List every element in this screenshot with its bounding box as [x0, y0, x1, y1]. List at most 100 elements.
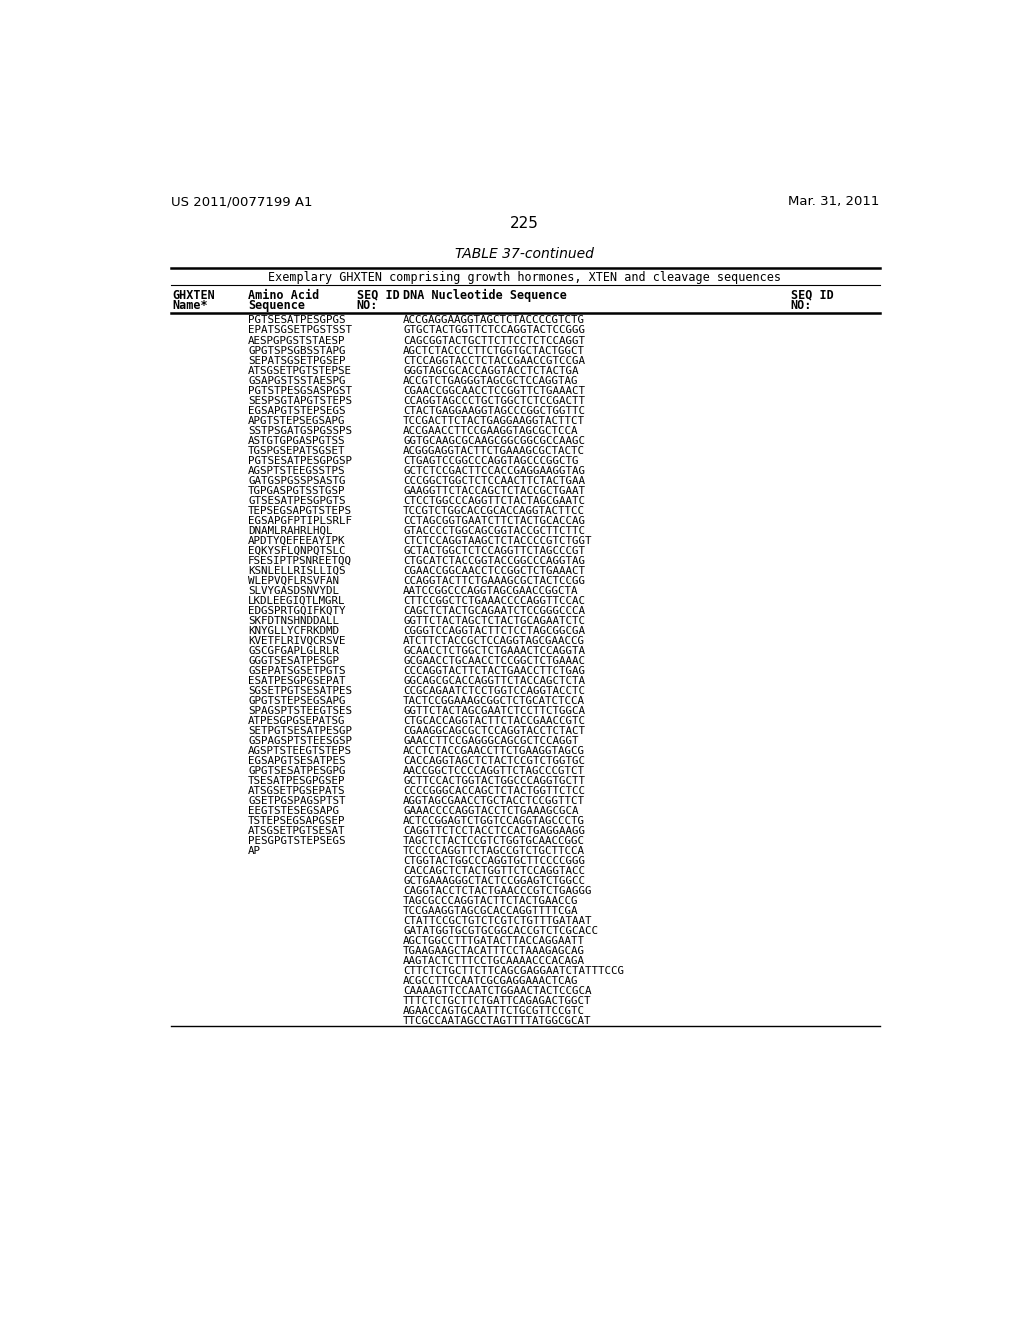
Text: ESATPESGPGSEPAT: ESATPESGPGSEPAT [248, 676, 346, 686]
Text: TEPSEGSAPGTSTEPS: TEPSEGSAPGTSTEPS [248, 506, 352, 516]
Text: CCGCAGAATCTCCTGGTCCAGGTACCTC: CCGCAGAATCTCCTGGTCCAGGTACCTC [403, 686, 585, 696]
Text: TACTCCGGAAAGCGGCTCTGCATCTCCA: TACTCCGGAAAGCGGCTCTGCATCTCCA [403, 696, 585, 706]
Text: AAGTACTCTTTCCTGCAAAACCCACAGA: AAGTACTCTTTCCTGCAAAACCCACAGA [403, 956, 585, 966]
Text: ATPESGPGSEPATSG: ATPESGPGSEPATSG [248, 715, 346, 726]
Text: ATSGSETPGTSTEPSE: ATSGSETPGTSTEPSE [248, 366, 352, 375]
Text: DNAMLRAHRLHQL: DNAMLRAHRLHQL [248, 525, 333, 536]
Text: PESGPGTSTEPSEGS: PESGPGTSTEPSEGS [248, 836, 346, 846]
Text: ACGCCTTCCAATCGCGAGGAAACTCAG: ACGCCTTCCAATCGCGAGGAAACTCAG [403, 977, 579, 986]
Text: GPGTSPSGBSSTAPG: GPGTSPSGBSSTAPG [248, 346, 346, 355]
Text: SEPATSGSETPGSEP: SEPATSGSETPGSEP [248, 355, 346, 366]
Text: KVETFLRIVQCRSVE: KVETFLRIVQCRSVE [248, 636, 346, 645]
Text: Amino Acid: Amino Acid [248, 289, 319, 301]
Text: ACCTCTACCGAACCTTCTGAAGGTAGCG: ACCTCTACCGAACCTTCTGAAGGTAGCG [403, 746, 585, 756]
Text: KNYGLLYCFRKDMD: KNYGLLYCFRKDMD [248, 626, 339, 636]
Text: TABLE 37-continued: TABLE 37-continued [456, 247, 594, 261]
Text: EDGSPRTGQIFKQTY: EDGSPRTGQIFKQTY [248, 606, 346, 615]
Text: CTACTGAGGAAGGTAGCCCGGCTGGTTC: CTACTGAGGAAGGTAGCCCGGCTGGTTC [403, 405, 585, 416]
Text: CTGCATCTACCGGTACCGGCCCAGGTAG: CTGCATCTACCGGTACCGGCCCAGGTAG [403, 556, 585, 566]
Text: GSEPATSGSETPGTS: GSEPATSGSETPGTS [248, 665, 346, 676]
Text: LKDLEEGIQTLMGRL: LKDLEEGIQTLMGRL [248, 595, 346, 606]
Text: CTCCAGGTACCTCTACCGAACCGTCCGA: CTCCAGGTACCTCTACCGAACCGTCCGA [403, 355, 585, 366]
Text: GPGTSESATPESGPG: GPGTSESATPESGPG [248, 766, 346, 776]
Text: GGTGCAAGCGCAAGCGGCGGCGCCAAGC: GGTGCAAGCGCAAGCGGCGGCGCCAAGC [403, 436, 585, 446]
Text: GSETPGSPAGSPTST: GSETPGSPAGSPTST [248, 796, 346, 807]
Text: GAACCTTCCGAGGGCAGCGCTCCAGGT: GAACCTTCCGAGGGCAGCGCTCCAGGT [403, 737, 579, 746]
Text: NO:: NO: [356, 300, 378, 313]
Text: NO:: NO: [791, 300, 812, 313]
Text: GATATGGTGCGTGCGGCACCGTCTCGCACC: GATATGGTGCGTGCGGCACCGTCTCGCACC [403, 927, 598, 936]
Text: GAAGGTTCTACCAGCTCTACCGCTGAAT: GAAGGTTCTACCAGCTCTACCGCTGAAT [403, 486, 585, 495]
Text: GPGTSTEPSEGSAPG: GPGTSTEPSEGSAPG [248, 696, 346, 706]
Text: SGSETPGTSESATPES: SGSETPGTSESATPES [248, 686, 352, 696]
Text: AGSPTSTEEGTSTEPS: AGSPTSTEEGTSTEPS [248, 746, 352, 756]
Text: CACCAGCTCTACTGGTTCTCCAGGTACC: CACCAGCTCTACTGGTTCTCCAGGTACC [403, 866, 585, 876]
Text: SEQ ID: SEQ ID [791, 289, 834, 301]
Text: KSNLELLRISLLIQS: KSNLELLRISLLIQS [248, 566, 346, 576]
Text: ACCGAGGAAGGTAGCTCTACCCCGTCTG: ACCGAGGAAGGTAGCTCTACCCCGTCTG [403, 315, 585, 326]
Text: EQKYSFLQNPQTSLC: EQKYSFLQNPQTSLC [248, 545, 346, 556]
Text: CGGGTCCAGGTACTTCTCCTAGCGGCGA: CGGGTCCAGGTACTTCTCCTAGCGGCGA [403, 626, 585, 636]
Text: AP: AP [248, 846, 261, 855]
Text: AGSPTSTEEGSSTPS: AGSPTSTEEGSSTPS [248, 466, 346, 475]
Text: AATCCGGCCCAGGTAGCGAACCGGCTA: AATCCGGCCCAGGTAGCGAACCGGCTA [403, 586, 579, 595]
Text: ASTGTGPGASPGTSS: ASTGTGPGASPGTSS [248, 436, 346, 446]
Text: GTACCCCTGGCAGCGGTACCGCTTCTTC: GTACCCCTGGCAGCGGTACCGCTTCTTC [403, 525, 585, 536]
Text: TTCGCCAATAGCCTAGTTTTATGGCGCAT: TTCGCCAATAGCCTAGTTTTATGGCGCAT [403, 1016, 592, 1026]
Text: CTTCCGGCTCTGAAACCCCAGGTTCCAC: CTTCCGGCTCTGAAACCCCAGGTTCCAC [403, 595, 585, 606]
Text: CTGAGTCCGGCCCAGGTAGCCCGGCTG: CTGAGTCCGGCCCAGGTAGCCCGGCTG [403, 455, 579, 466]
Text: AGAACCAGTGCAATTTCTGCGTTCCGTC: AGAACCAGTGCAATTTCTGCGTTCCGTC [403, 1006, 585, 1016]
Text: GCTTCCACTGGTACTGGCCCAGGTGCTT: GCTTCCACTGGTACTGGCCCAGGTGCTT [403, 776, 585, 785]
Text: CAAAAGTTCCAATCTGGAACTACTCCGCA: CAAAAGTTCCAATCTGGAACTACTCCGCA [403, 986, 592, 997]
Text: AGCTCTACCCCTTCTGGTGCTACTGGCT: AGCTCTACCCCTTCTGGTGCTACTGGCT [403, 346, 585, 355]
Text: CGAACCGGCAACCTCCGGCTCTGAAACT: CGAACCGGCAACCTCCGGCTCTGAAACT [403, 566, 585, 576]
Text: GSPAGSPTSTEESGSP: GSPAGSPTSTEESGSP [248, 737, 352, 746]
Text: ATCTTCTACCGCTCCAGGTAGCGAACCG: ATCTTCTACCGCTCCAGGTAGCGAACCG [403, 636, 585, 645]
Text: SSTPSGATGSPGSSPS: SSTPSGATGSPGSSPS [248, 425, 352, 436]
Text: GCTCTCCGACTTCCACCGAGGAAGGTAG: GCTCTCCGACTTCCACCGAGGAAGGTAG [403, 466, 585, 475]
Text: TGPGASPGTSSTGSP: TGPGASPGTSSTGSP [248, 486, 346, 495]
Text: CAGGTACCTCTACTGAACCCGTCTGAGGG: CAGGTACCTCTACTGAACCCGTCTGAGGG [403, 886, 592, 896]
Text: GCTGAAAGGGCTACTCCGGAGTCTGGCC: GCTGAAAGGGCTACTCCGGAGTCTGGCC [403, 876, 585, 886]
Text: APDTYQEFEEAYIPK: APDTYQEFEEAYIPK [248, 536, 346, 545]
Text: WLEPVQFLRSVFAN: WLEPVQFLRSVFAN [248, 576, 339, 586]
Text: 225: 225 [510, 216, 540, 231]
Text: CAGCGGTACTGCTTCTTCCTCTCCAGGT: CAGCGGTACTGCTTCTTCCTCTCCAGGT [403, 335, 585, 346]
Text: EPATSGSETPGSTSST: EPATSGSETPGSTSST [248, 326, 352, 335]
Text: GSCGFGAPLGLRLR: GSCGFGAPLGLRLR [248, 645, 339, 656]
Text: TCCGACTTCTACTGAGGAAGGTACTTCT: TCCGACTTCTACTGAGGAAGGTACTTCT [403, 416, 585, 425]
Text: TCCGTCTGGCACCGCACCAGGTACTTCC: TCCGTCTGGCACCGCACCAGGTACTTCC [403, 506, 585, 516]
Text: GAAACCCCAGGTACCTCTGAAAGCGCA: GAAACCCCAGGTACCTCTGAAAGCGCA [403, 807, 579, 816]
Text: SLVYGASDSNVYDL: SLVYGASDSNVYDL [248, 586, 339, 595]
Text: CAGGTTCTCCTACCTCCACTGAGGAAGG: CAGGTTCTCCTACCTCCACTGAGGAAGG [403, 826, 585, 836]
Text: CGAAGGCAGCGCTCCAGGTACCTCTACT: CGAAGGCAGCGCTCCAGGTACCTCTACT [403, 726, 585, 735]
Text: SPAGSPTSTEEGTSES: SPAGSPTSTEEGTSES [248, 706, 352, 715]
Text: CACCAGGTAGCTCTACTCCGTCTGGTGC: CACCAGGTAGCTCTACTCCGTCTGGTGC [403, 756, 585, 766]
Text: Exemplary GHXTEN comprising growth hormones, XTEN and cleavage sequences: Exemplary GHXTEN comprising growth hormo… [268, 271, 781, 284]
Text: TCCGAAGGTAGCGCACCAGGTTTTCGA: TCCGAAGGTAGCGCACCAGGTTTTCGA [403, 906, 579, 916]
Text: PGTSESATPESGPGSP: PGTSESATPESGPGSP [248, 455, 352, 466]
Text: TGAAGAAGCTACATTTCCTAAAGAGCAG: TGAAGAAGCTACATTTCCTAAAGAGCAG [403, 946, 585, 956]
Text: TGSPGSEPATSGSET: TGSPGSEPATSGSET [248, 446, 346, 455]
Text: TTTCTCTGCTTCTGATTCAGAGACTGGCT: TTTCTCTGCTTCTGATTCAGAGACTGGCT [403, 997, 592, 1006]
Text: ACTCCGGAGTCTGGTCCAGGTAGCCCTG: ACTCCGGAGTCTGGTCCAGGTAGCCCTG [403, 816, 585, 826]
Text: CAGCTCTACTGCAGAATCTCCGGGCCCA: CAGCTCTACTGCAGAATCTCCGGGCCCA [403, 606, 585, 615]
Text: CTGCACCAGGTACTTCTACCGAACCGTC: CTGCACCAGGTACTTCTACCGAACCGTC [403, 715, 585, 726]
Text: GGGTAGCGCACCAGGTACCTCTACTGA: GGGTAGCGCACCAGGTACCTCTACTGA [403, 366, 579, 375]
Text: TAGCTCTACTCCGTCTGGTGCAACCGGC: TAGCTCTACTCCGTCTGGTGCAACCGGC [403, 836, 585, 846]
Text: ACGGGAGGTACTTCTGAAAGCGCTACTC: ACGGGAGGTACTTCTGAAAGCGCTACTC [403, 446, 585, 455]
Text: CCCGGCTGGCTCTCCAACTTCTACTGAA: CCCGGCTGGCTCTCCAACTTCTACTGAA [403, 475, 585, 486]
Text: ACCGTCTGAGGGTAGCGCTCCAGGTAG: ACCGTCTGAGGGTAGCGCTCCAGGTAG [403, 376, 579, 385]
Text: GGCAGCGCACCAGGTTCTACCAGCTCTA: GGCAGCGCACCAGGTTCTACCAGCTCTA [403, 676, 585, 686]
Text: CCAGGTAGCCCTGCTGGCTCTCCGACTT: CCAGGTAGCCCTGCTGGCTCTCCGACTT [403, 396, 585, 405]
Text: CCCCGGGCACCAGCTCTACTGGTTCTCC: CCCCGGGCACCAGCTCTACTGGTTCTCC [403, 785, 585, 796]
Text: PGTSTPESGSASPGST: PGTSTPESGSASPGST [248, 385, 352, 396]
Text: GGTTCTACTAGCTCTACTGCAGAATCTC: GGTTCTACTAGCTCTACTGCAGAATCTC [403, 615, 585, 626]
Text: EEGTSTESEGSAPG: EEGTSTESEGSAPG [248, 807, 339, 816]
Text: GCGAACCTGCAACCTCCGGCTCTGAAAC: GCGAACCTGCAACCTCCGGCTCTGAAAC [403, 656, 585, 665]
Text: CGAACCGGCAACCTCCGGTTCTGAAACT: CGAACCGGCAACCTCCGGTTCTGAAACT [403, 385, 585, 396]
Text: GGTTCTACTAGCGAATCTCCTTCTGGCA: GGTTCTACTAGCGAATCTCCTTCTGGCA [403, 706, 585, 715]
Text: AGCTGGCCTTTGATACTTACCAGGAATT: AGCTGGCCTTTGATACTTACCAGGAATT [403, 936, 585, 946]
Text: SESPSGTAPGTSTEPS: SESPSGTAPGTSTEPS [248, 396, 352, 405]
Text: TCCCCCAGGTTCTAGCCGTCTGCTTCCA: TCCCCCAGGTTCTAGCCGTCTGCTTCCA [403, 846, 585, 855]
